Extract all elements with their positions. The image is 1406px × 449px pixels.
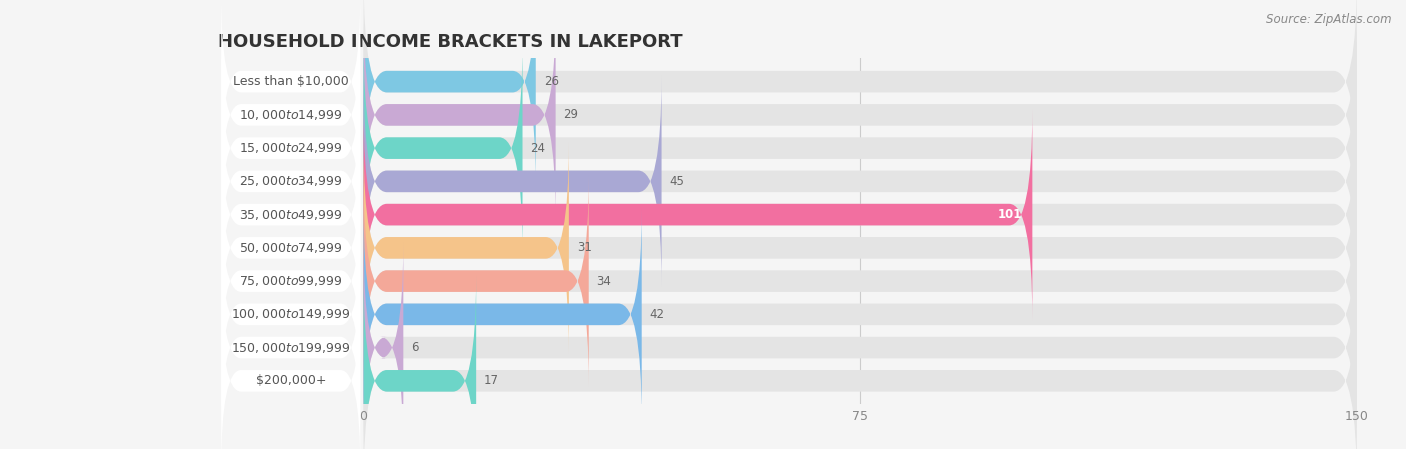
Text: 101: 101 — [998, 208, 1022, 221]
Text: HOUSEHOLD INCOME BRACKETS IN LAKEPORT: HOUSEHOLD INCOME BRACKETS IN LAKEPORT — [218, 33, 682, 51]
FancyBboxPatch shape — [221, 259, 360, 436]
Text: 6: 6 — [412, 341, 419, 354]
FancyBboxPatch shape — [364, 176, 589, 387]
Text: 26: 26 — [544, 75, 558, 88]
FancyBboxPatch shape — [221, 0, 360, 171]
Text: $15,000 to $24,999: $15,000 to $24,999 — [239, 141, 343, 155]
FancyBboxPatch shape — [364, 176, 1357, 387]
Text: 31: 31 — [576, 242, 592, 254]
Text: 34: 34 — [596, 275, 612, 288]
Text: 45: 45 — [669, 175, 685, 188]
FancyBboxPatch shape — [221, 59, 360, 237]
FancyBboxPatch shape — [221, 26, 360, 204]
Text: $25,000 to $34,999: $25,000 to $34,999 — [239, 174, 343, 189]
FancyBboxPatch shape — [364, 242, 404, 449]
FancyBboxPatch shape — [364, 275, 477, 449]
FancyBboxPatch shape — [364, 142, 569, 353]
FancyBboxPatch shape — [221, 159, 360, 337]
Text: $200,000+: $200,000+ — [256, 374, 326, 387]
Text: $100,000 to $149,999: $100,000 to $149,999 — [231, 308, 350, 321]
Text: 29: 29 — [564, 108, 578, 121]
Text: $150,000 to $199,999: $150,000 to $199,999 — [231, 341, 350, 355]
FancyBboxPatch shape — [364, 142, 1357, 353]
FancyBboxPatch shape — [364, 76, 1357, 287]
FancyBboxPatch shape — [221, 192, 360, 370]
FancyBboxPatch shape — [221, 126, 360, 304]
FancyBboxPatch shape — [364, 275, 1357, 449]
FancyBboxPatch shape — [364, 0, 536, 187]
FancyBboxPatch shape — [364, 209, 641, 420]
FancyBboxPatch shape — [364, 76, 662, 287]
FancyBboxPatch shape — [364, 209, 1357, 420]
FancyBboxPatch shape — [364, 9, 1357, 220]
FancyBboxPatch shape — [364, 43, 1357, 254]
FancyBboxPatch shape — [221, 292, 360, 449]
Text: $10,000 to $14,999: $10,000 to $14,999 — [239, 108, 343, 122]
Text: 24: 24 — [530, 141, 546, 154]
Text: 17: 17 — [484, 374, 499, 387]
Text: Less than $10,000: Less than $10,000 — [233, 75, 349, 88]
FancyBboxPatch shape — [221, 92, 360, 270]
FancyBboxPatch shape — [364, 0, 1357, 187]
Text: $50,000 to $74,999: $50,000 to $74,999 — [239, 241, 343, 255]
Text: $75,000 to $99,999: $75,000 to $99,999 — [239, 274, 343, 288]
FancyBboxPatch shape — [221, 225, 360, 403]
Text: 42: 42 — [650, 308, 665, 321]
FancyBboxPatch shape — [364, 109, 1032, 320]
Text: Source: ZipAtlas.com: Source: ZipAtlas.com — [1267, 13, 1392, 26]
FancyBboxPatch shape — [364, 242, 1357, 449]
FancyBboxPatch shape — [364, 109, 1357, 320]
FancyBboxPatch shape — [364, 43, 523, 254]
FancyBboxPatch shape — [364, 9, 555, 220]
Text: $35,000 to $49,999: $35,000 to $49,999 — [239, 207, 343, 222]
